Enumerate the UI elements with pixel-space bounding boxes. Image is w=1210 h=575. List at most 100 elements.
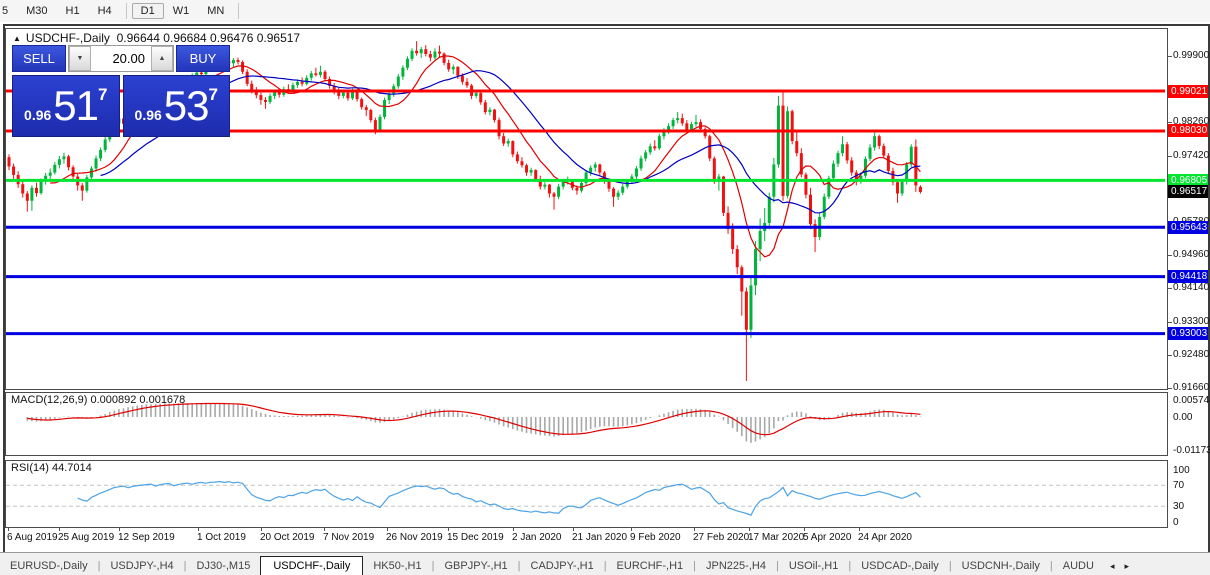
tab-scroll-right-icon[interactable]: ▸	[1124, 561, 1129, 571]
rsi-label: RSI(14) 44.7014	[11, 462, 92, 474]
date-axis-label: 1 Oct 2019	[197, 527, 246, 543]
ask-pip-digit: 7	[208, 85, 218, 104]
tab-separator: |	[183, 560, 187, 572]
date-axis-label: 6 Aug 2019	[7, 527, 58, 543]
date-axis-label: 9 Feb 2020	[630, 527, 681, 543]
tab-separator: |	[948, 560, 952, 572]
price-axis-tick: 0.94140	[1167, 281, 1210, 293]
price-axis-tick: 0.94960	[1167, 248, 1210, 260]
bid-prefix: 0.96	[24, 107, 52, 123]
rsi-axis-tick: 70	[1173, 480, 1185, 492]
rsi-axis-tick: 100	[1173, 464, 1190, 476]
date-axis-label: 15 Dec 2019	[447, 527, 504, 543]
chart-tab-cadjpy-h1[interactable]: CADJPY-,H1	[530, 560, 594, 572]
timeframe-button-mn[interactable]: MN	[207, 5, 225, 17]
price-axis-tick: 0.97420	[1167, 149, 1210, 161]
chart-tab-usdchf-daily[interactable]: USDCHF-,Daily	[260, 556, 364, 575]
tab-separator: |	[775, 560, 779, 572]
ask-prefix: 0.96	[134, 107, 162, 123]
one-click-trade-panel: SELL ▼ 20.00 ▲ BUY 0.96 51 7 0.96 53 7	[12, 45, 230, 137]
rsi-chart	[6, 480, 1165, 516]
date-axis-label: 7 Nov 2019	[323, 527, 375, 543]
price-axis-tick: 0.98260	[1167, 115, 1210, 127]
timeframe-button-m30[interactable]: M30	[26, 5, 48, 17]
date-axis-label: 26 Nov 2019	[386, 527, 443, 543]
date-axis-label: 2 Jan 2020	[512, 527, 562, 543]
tab-separator: |	[603, 560, 607, 572]
timeframe-toolbar: 5 M30 H1 H4 D1 W1 MN	[0, 0, 1210, 22]
price-axis-tick: 0.91660	[1167, 381, 1210, 393]
tab-scroll-left-icon[interactable]: ◂	[1109, 561, 1115, 571]
chart-tab-eurchf-h1[interactable]: EURCHF-,H1	[616, 560, 684, 572]
timeframe-button-d1[interactable]: D1	[131, 3, 164, 19]
price-level-badge: 0.96517	[1168, 185, 1208, 199]
chart-tab-jpn225-h4[interactable]: JPN225-,H4	[706, 560, 766, 572]
chart-tab-dj30-m15[interactable]: DJ30-,M15	[196, 560, 251, 572]
date-axis-label: 27 Feb 2020	[693, 527, 750, 543]
volume-decrease-button[interactable]: ▼	[69, 46, 91, 71]
chart-tab-audu[interactable]: AUDU	[1062, 560, 1094, 572]
toolbar-separator	[238, 3, 240, 19]
sell-button[interactable]: SELL	[12, 45, 66, 72]
chart-tab-gbpjpy-h1[interactable]: GBPJPY-,H1	[444, 560, 508, 572]
bid-big-digits: 51	[53, 82, 99, 129]
date-axis-label: 21 Jan 2020	[572, 527, 628, 543]
rsi-axis-tick: 30	[1173, 501, 1185, 513]
macd-axis-tick: -0.011738	[1173, 445, 1210, 456]
date-axis-label: 12 Sep 2019	[118, 527, 175, 543]
chart-ohlc-values: 0.96644 0.96684 0.96476 0.96517	[116, 31, 301, 45]
date-axis-label: 25 Aug 2019	[58, 527, 115, 543]
date-axis-label: 20 Oct 2019	[260, 527, 315, 543]
price-level-badge: 0.98030	[1168, 124, 1208, 138]
price-level-badge: 0.96805	[1168, 173, 1208, 187]
price-axis[interactable]: 0.999000.982600.974200.957800.949600.941…	[1167, 26, 1210, 554]
date-axis[interactable]: 6 Aug 2019 25 Aug 2019 12 Sep 2019 1 Oct 20…	[5, 527, 1166, 550]
macd-axis-tick: 0.00	[1173, 412, 1193, 423]
volume-spinner: ▼ 20.00 ▲	[68, 45, 174, 72]
chart-window: ▲ USDCHF-,Daily 0.96644 0.96684 0.96476 0…	[3, 24, 1210, 556]
chart-tab-eurusd-daily[interactable]: EURUSD-,Daily	[10, 560, 88, 572]
chart-tab-hk50-h1[interactable]: HK50-,H1	[373, 560, 422, 572]
volume-input[interactable]: 20.00	[112, 51, 145, 66]
price-axis-tick: 0.92480	[1167, 348, 1210, 360]
price-level-badge: 0.93003	[1168, 327, 1208, 341]
price-axis-tick: 0.99900	[1167, 49, 1210, 61]
tab-separator: |	[431, 560, 435, 572]
macd-axis-tick: 0.005744	[1173, 395, 1210, 406]
date-axis-label: 24 Apr 2020	[858, 527, 912, 543]
timeframe-button-w1[interactable]: W1	[172, 5, 190, 17]
rsi-axis-tick: 0	[1173, 517, 1179, 528]
date-axis-label: 5 Apr 2020	[803, 527, 852, 543]
toolbar-separator	[125, 3, 127, 19]
candlestick-chart[interactable]	[6, 29, 1165, 387]
volume-increase-button[interactable]: ▲	[151, 46, 173, 71]
chart-tab-usdcnh-daily[interactable]: USDCNH-,Daily	[961, 560, 1040, 572]
buy-button[interactable]: BUY	[176, 45, 230, 72]
chart-tab-usdcad-daily[interactable]: USDCAD-,Daily	[861, 560, 939, 572]
price-level-badge: 0.95643	[1168, 220, 1208, 234]
date-axis-label: 17 Mar 2020	[748, 527, 805, 543]
tab-separator: |	[693, 560, 697, 572]
ask-big-digits: 53	[163, 82, 210, 129]
chart-title: ▲ USDCHF-,Daily 0.96644 0.96684 0.96476 0…	[13, 31, 300, 45]
bid-pip-digit: 7	[98, 85, 108, 104]
rsi-indicator-pane[interactable]: RSI(14) 44.7014	[5, 460, 1168, 528]
timeframe-button-5[interactable]: 5	[2, 5, 9, 17]
tab-separator: |	[848, 560, 852, 572]
macd-chart	[26, 402, 922, 443]
price-axis-tick: 0.93300	[1167, 315, 1210, 327]
macd-label: MACD(12,26,9) 0.000892 0.001678	[11, 394, 186, 406]
price-level-badge: 0.94418	[1168, 270, 1208, 284]
ask-price-box[interactable]: 0.96 53 7	[122, 75, 230, 137]
bid-price-box[interactable]: 0.96 51 7	[12, 75, 120, 137]
macd-indicator-pane[interactable]: MACD(12,26,9) 0.000892 0.001678	[5, 392, 1168, 456]
timeframe-button-h1[interactable]: H1	[65, 5, 80, 17]
timeframe-button-h4[interactable]: H4	[97, 5, 112, 17]
chart-tab-usoil-h1[interactable]: USOil-,H1	[788, 560, 839, 572]
chart-tab-usdjpy-h4[interactable]: USDJPY-,H4	[110, 560, 174, 572]
chart-symbol-label: USDCHF-,Daily	[25, 31, 110, 45]
price-level-badge: 0.99021	[1168, 84, 1208, 98]
tab-separator: |	[517, 560, 521, 572]
tab-separator: |	[97, 560, 101, 572]
collapse-icon[interactable]: ▲	[13, 34, 21, 43]
